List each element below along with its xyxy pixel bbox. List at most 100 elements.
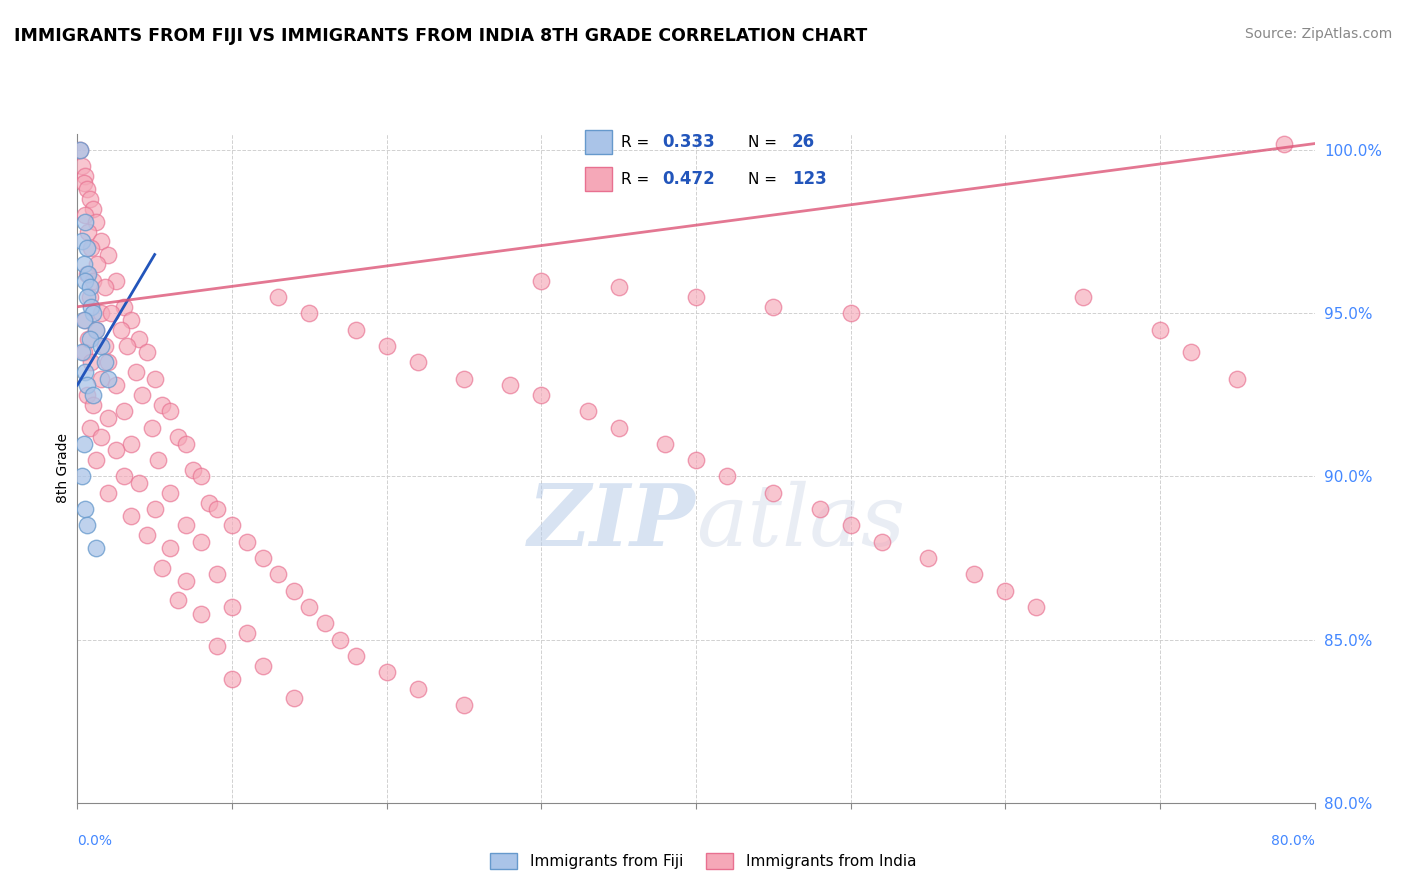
Point [70,160,93,174]
Point [221,599,243,614]
Point [174,437,197,451]
Point [607,280,630,294]
Point [499,378,522,392]
Point [76,388,98,402]
Point [72,257,94,271]
Point [97,410,120,425]
Point [76,518,98,533]
Point [190,469,212,483]
Point [870,534,893,549]
Point [72,437,94,451]
Point [762,485,785,500]
Point [112,300,135,314]
Point [72,313,94,327]
Point [77,225,100,239]
Point [267,290,290,304]
Point [190,607,212,621]
Point [80,355,103,369]
Point [576,404,599,418]
Point [79,290,101,304]
Point [100,306,122,320]
Point [82,388,104,402]
Point [607,420,630,434]
Text: atlas: atlas [696,481,905,563]
Point [298,599,321,614]
Point [84,541,107,556]
Point [685,290,707,304]
Point [1180,345,1202,359]
Point [90,235,111,249]
Point [69,143,91,157]
Point [76,378,98,392]
Point [76,267,98,281]
Point [72,345,94,359]
Point [236,626,259,640]
Point [112,469,135,483]
Point [252,658,274,673]
Point [75,274,96,288]
Point [79,420,101,434]
Point [654,437,676,451]
Point [131,388,153,402]
Y-axis label: 8th Grade: 8th Grade [56,434,70,503]
Point [453,371,475,385]
Point [146,453,169,467]
Point [994,583,1017,598]
Point [70,235,93,249]
Point [110,323,132,337]
Point [174,574,197,588]
Point [112,404,135,418]
Text: N =: N = [748,171,782,186]
Point [128,332,150,346]
Point [917,551,939,566]
Point [84,453,107,467]
Point [344,323,367,337]
Point [375,339,398,353]
Point [82,274,104,288]
Point [82,398,104,412]
Point [97,371,120,385]
Point [121,437,143,451]
Text: 0.333: 0.333 [662,133,714,151]
Point [167,430,190,444]
Point [94,280,117,294]
Point [375,665,398,680]
Point [530,388,553,402]
Point [69,143,91,157]
Bar [585,130,612,154]
Point [79,332,101,346]
Text: N =: N = [748,135,782,150]
Point [75,365,96,379]
Legend: Immigrants from Fiji, Immigrants from India: Immigrants from Fiji, Immigrants from In… [484,847,922,875]
Point [221,518,243,533]
Point [143,502,166,516]
Point [125,365,148,379]
Point [314,616,336,631]
Point [94,339,117,353]
Text: 0.0%: 0.0% [77,834,112,848]
Point [205,502,228,516]
Point [75,215,96,229]
Point [167,593,190,607]
Text: R =: R = [620,135,654,150]
Point [75,208,96,222]
Point [90,306,111,320]
Point [159,485,181,500]
Point [252,551,274,566]
Point [530,274,553,288]
Point [839,306,862,320]
Point [283,583,305,598]
Point [86,257,108,271]
Point [159,404,181,418]
Text: R =: R = [620,171,654,186]
Point [190,534,212,549]
Point [128,475,150,490]
Point [84,215,107,229]
Point [90,371,111,385]
Point [84,323,107,337]
Point [79,192,101,206]
Point [90,430,111,444]
Point [963,567,986,582]
Point [453,698,475,712]
Point [839,518,862,533]
